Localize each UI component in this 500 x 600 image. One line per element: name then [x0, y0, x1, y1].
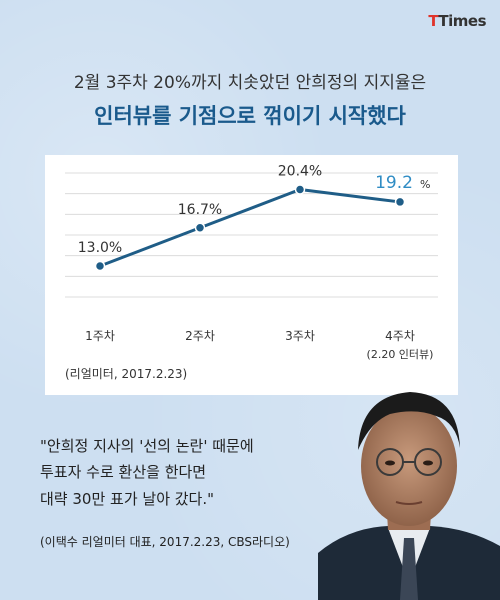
data-label: 13.0%: [78, 240, 122, 256]
headline-subtitle: 2월 3주차 20%까지 치솟았던 안희정의 지지율은: [73, 73, 427, 93]
quote-source: (이택수 리얼미터 대표, 2017.2.23, CBS라디오): [40, 535, 290, 549]
quote-line: 대략 30만 표가 날아 갔다.": [40, 489, 215, 508]
data-point: [394, 196, 406, 208]
portrait-photo: [318, 392, 500, 600]
headline-title: 인터뷰를 기점으로 꺾이기 시작했다: [94, 104, 406, 128]
chart-card: 13.0% 16.7% 20.4% 19.2% 1주차 2주차 3주차 4주차 (2.20 인터…: [45, 155, 458, 395]
x-tick-label: 1주차: [85, 329, 115, 343]
x-tick-sublabel: (2.20 인터뷰): [367, 348, 434, 361]
quote-text: "안희정 지사의 '선의 논란' 때문에 투표자 수로 환산을 한다면 대략 3…: [40, 433, 330, 512]
chart-source: (리얼미터, 2017.2.23): [65, 367, 188, 381]
quote-line: 투표자 수로 환산을 한다면: [40, 463, 207, 482]
x-tick-label: 4주차: [385, 329, 415, 343]
series-line: [99, 188, 401, 268]
quote-line: "안희정 지사의 '선의 논란' 때문에: [40, 437, 254, 455]
x-tick-label: 2주차: [185, 329, 215, 343]
data-label: 16.7%: [178, 202, 222, 218]
x-tick-label: 3주차: [285, 329, 315, 343]
data-point: [294, 184, 306, 195]
logo-accent-letter: T: [428, 12, 439, 30]
data-label-unit: %: [420, 178, 430, 191]
data-label: 20.4%: [278, 164, 322, 180]
data-point: [194, 222, 206, 234]
data-point: [94, 260, 106, 272]
logo-text: Times: [438, 12, 486, 30]
ttimes-logo: TTimes: [428, 12, 486, 30]
data-label: 19.2: [375, 173, 413, 193]
line-chart: 13.0% 16.7% 20.4% 19.2 % 1주차 2주차 3주차 4주차 (2.20 인터…: [65, 164, 438, 361]
